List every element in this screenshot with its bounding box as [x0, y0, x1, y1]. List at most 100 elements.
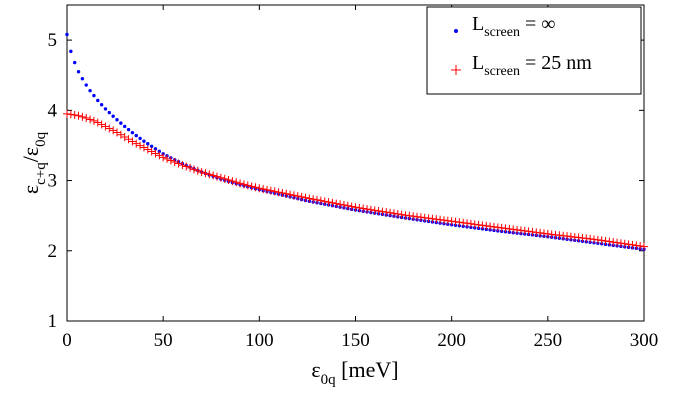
data-point — [532, 228, 541, 237]
x-axis-label-tail: [meV] — [336, 357, 399, 382]
data-point — [103, 107, 108, 111]
y-tick-label: 1 — [48, 311, 58, 332]
data-point — [386, 208, 395, 217]
data-point — [174, 159, 183, 168]
data-point — [470, 220, 479, 229]
data-point — [420, 213, 429, 222]
data-point — [601, 236, 610, 245]
data-point — [266, 186, 275, 195]
data-point — [359, 204, 368, 213]
x-tick-label: 150 — [341, 330, 370, 351]
data-point — [616, 239, 625, 248]
data-point — [497, 223, 506, 232]
data-point — [149, 144, 154, 148]
y-tick-label: 4 — [48, 100, 58, 121]
data-point — [613, 238, 622, 247]
data-point — [166, 156, 175, 165]
data-point — [466, 219, 475, 228]
data-point — [393, 210, 402, 219]
data-point — [147, 147, 156, 156]
x-tick-label: 300 — [630, 330, 659, 351]
data-point — [66, 110, 75, 119]
data-point — [474, 220, 483, 229]
data-point — [620, 239, 629, 248]
data-point — [138, 136, 142, 141]
legend-label-series-1: Lscreen = ∞ — [472, 13, 556, 40]
data-point — [455, 218, 464, 227]
data-point — [107, 110, 112, 115]
data-point — [243, 181, 252, 190]
data-point — [493, 223, 502, 232]
data-point — [239, 180, 248, 189]
y-axis-label: εc+q/ε0q — [18, 131, 49, 194]
data-point — [382, 208, 391, 217]
data-point — [132, 139, 141, 148]
data-point — [270, 187, 279, 196]
data-point — [451, 217, 460, 226]
data-point — [163, 154, 172, 163]
x-axis-label-sub: 0q — [321, 372, 337, 388]
data-point — [130, 130, 135, 135]
data-point — [424, 214, 433, 223]
data-point — [389, 209, 398, 218]
data-point — [93, 118, 102, 127]
data-point — [286, 190, 295, 199]
data-point — [197, 168, 206, 177]
data-point — [80, 77, 85, 81]
data-point — [343, 201, 352, 210]
data-point — [397, 210, 406, 219]
data-point — [224, 175, 233, 184]
legend-1-sub: screen — [484, 25, 520, 40]
data-point — [459, 218, 468, 227]
data-point — [513, 225, 522, 234]
data-point — [536, 228, 545, 237]
legend-2-name: L — [472, 52, 484, 74]
data-point — [259, 185, 268, 194]
data-point — [88, 88, 92, 93]
legend-2-tail: = 25 nm — [520, 52, 592, 74]
data-point — [278, 188, 287, 197]
x-tick-label: 0 — [62, 330, 72, 351]
data-point — [155, 151, 164, 160]
data-point — [597, 236, 606, 245]
data-point — [82, 114, 91, 123]
data-point — [370, 206, 379, 215]
data-point — [528, 227, 537, 236]
data-point — [139, 143, 148, 152]
x-tick-label: 200 — [437, 330, 466, 351]
y-axis-label-part1: ε — [18, 185, 43, 194]
data-point — [97, 120, 106, 129]
data-point — [123, 124, 127, 129]
data-series — [63, 32, 648, 252]
data-point — [309, 195, 318, 204]
data-point — [443, 216, 452, 225]
axis-ticks: 0 50 100 150 200 250 300 1 2 3 4 5 — [48, 5, 659, 351]
data-point — [632, 241, 641, 250]
legend-2-sub: screen — [484, 64, 520, 79]
data-point — [486, 222, 495, 231]
data-point — [366, 205, 375, 214]
data-point — [605, 237, 614, 246]
data-point — [447, 217, 456, 226]
y-tick-label: 3 — [48, 171, 58, 192]
data-point — [489, 222, 498, 231]
data-point — [153, 147, 158, 151]
data-point — [157, 149, 162, 154]
data-point — [65, 32, 69, 37]
data-point — [126, 127, 131, 132]
data-point — [405, 211, 414, 220]
data-point — [111, 114, 115, 118]
data-point — [255, 184, 264, 193]
x-axis-label-main: ε — [311, 357, 320, 382]
data-point — [478, 221, 487, 230]
data-point — [220, 174, 229, 183]
data-point — [524, 227, 533, 236]
data-point — [209, 171, 218, 180]
data-point — [516, 226, 525, 235]
data-point — [436, 215, 445, 224]
data-point — [374, 206, 383, 215]
data-point — [142, 139, 146, 143]
legend-marker-dot — [454, 29, 458, 33]
data-point — [84, 83, 88, 87]
data-point — [170, 158, 179, 167]
